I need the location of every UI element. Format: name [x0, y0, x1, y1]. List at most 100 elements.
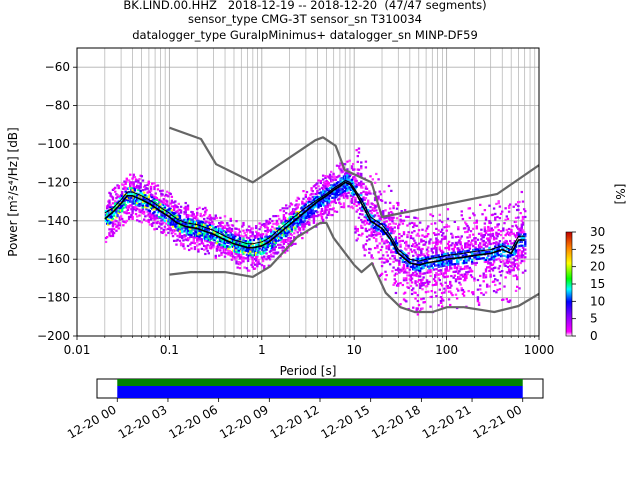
- density-cell: [373, 246, 377, 250]
- density-cell: [126, 204, 130, 208]
- density-cell: [407, 252, 410, 255]
- density-cell: [433, 222, 437, 225]
- density-cell: [290, 228, 294, 231]
- density-cell: [450, 244, 453, 247]
- density-cell: [459, 243, 462, 246]
- density-cell: [111, 234, 115, 238]
- density-cell: [422, 284, 425, 287]
- density-cell: [432, 247, 436, 250]
- density-cell: [410, 292, 414, 296]
- density-cell: [433, 291, 437, 294]
- density-cell: [390, 216, 393, 219]
- density-cell: [412, 287, 415, 290]
- density-cell: [439, 282, 443, 285]
- density-cell: [423, 260, 426, 263]
- density-cell: [234, 235, 237, 238]
- density-cell: [497, 267, 500, 270]
- density-cell: [155, 214, 159, 217]
- density-cell: [509, 299, 512, 302]
- density-cell: [407, 258, 410, 261]
- psd-plot-area: 0.01 0.1 1 10 100 1000 −60−80−100−120−140−160…: [6, 47, 554, 378]
- density-cell: [368, 190, 371, 193]
- density-cell: [407, 246, 410, 249]
- density-cell: [386, 254, 390, 257]
- density-cell: [362, 182, 365, 186]
- density-cell: [457, 260, 460, 263]
- density-cell: [388, 219, 392, 222]
- density-cell: [427, 250, 430, 253]
- density-cell: [495, 291, 498, 294]
- density-cell: [417, 242, 421, 245]
- density-cell: [151, 222, 154, 226]
- density-cell: [439, 261, 443, 264]
- density-cell: [163, 204, 167, 207]
- density-cell: [229, 219, 232, 222]
- density-cell: [447, 269, 451, 272]
- density-cell: [517, 204, 520, 208]
- density-cell: [462, 294, 466, 297]
- density-cell: [363, 254, 366, 257]
- density-cell: [213, 217, 216, 220]
- density-cell: [447, 259, 451, 263]
- density-cell: [149, 185, 153, 188]
- density-cell: [380, 265, 384, 268]
- density-cell: [520, 219, 524, 222]
- density-cell: [502, 298, 505, 301]
- y-tick-label: −100: [37, 137, 70, 151]
- density-cell: [246, 255, 250, 259]
- density-cell: [138, 208, 141, 211]
- density-cell: [360, 224, 363, 227]
- density-cell: [424, 256, 428, 259]
- density-cell: [415, 224, 418, 227]
- density-cell: [468, 207, 472, 210]
- density-cell: [354, 196, 357, 200]
- density-cell: [320, 186, 324, 190]
- density-cell: [413, 249, 416, 252]
- density-cell: [467, 249, 470, 252]
- density-cell: [265, 235, 268, 238]
- density-cell: [521, 271, 525, 274]
- density-cell: [265, 219, 268, 222]
- density-cell: [457, 264, 460, 267]
- density-cell: [206, 240, 209, 243]
- density-cell: [196, 213, 199, 216]
- density-cell: [348, 159, 351, 162]
- density-cell: [226, 222, 229, 225]
- density-cell: [129, 185, 132, 188]
- density-cell: [238, 238, 242, 241]
- density-cell: [179, 211, 183, 214]
- density-cell: [450, 284, 453, 287]
- density-cell: [401, 239, 405, 242]
- density-cell: [116, 195, 119, 199]
- density-cell: [212, 246, 215, 249]
- density-cell: [132, 185, 135, 188]
- density-cell: [124, 221, 127, 224]
- density-cell: [377, 197, 380, 200]
- density-cell: [338, 201, 341, 204]
- density-cell: [242, 237, 245, 240]
- density-cell: [132, 208, 135, 211]
- density-cell: [444, 270, 447, 273]
- density-cell: [284, 219, 288, 222]
- density-cell: [518, 287, 521, 290]
- density-cell: [382, 254, 385, 257]
- density-cell: [422, 297, 425, 300]
- density-cell: [116, 215, 119, 218]
- density-cell: [144, 194, 147, 197]
- density-cell: [319, 200, 323, 204]
- density-cell: [219, 247, 222, 250]
- x-tick-label: 0.01: [64, 343, 91, 357]
- timeline-tick-label: 12-20 12: [268, 402, 322, 441]
- density-cell: [424, 291, 428, 294]
- density-cell: [231, 255, 235, 258]
- density-cell: [354, 200, 357, 203]
- density-cell: [130, 200, 133, 203]
- density-cell: [117, 186, 120, 190]
- density-cell: [482, 236, 485, 239]
- density-cell: [504, 276, 507, 279]
- density-cell: [229, 231, 232, 234]
- density-cell: [160, 194, 163, 197]
- density-cell: [460, 267, 463, 271]
- density-cell: [461, 254, 465, 257]
- density-cell: [354, 231, 357, 234]
